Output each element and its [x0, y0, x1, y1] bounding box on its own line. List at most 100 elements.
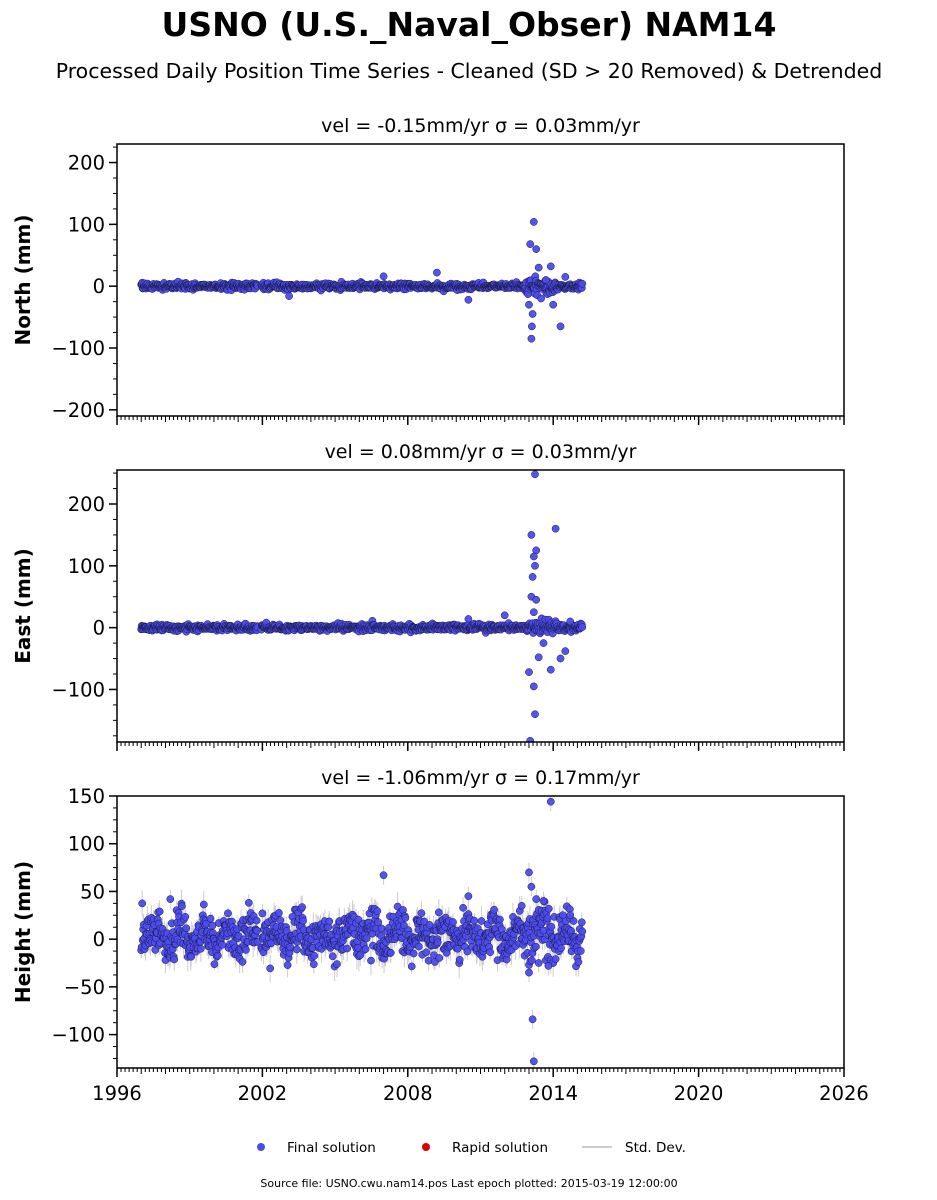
data-point	[464, 892, 473, 901]
data-point	[400, 921, 408, 930]
y-tick-label: 0	[93, 928, 105, 951]
data-point	[285, 292, 293, 300]
data-point	[557, 944, 565, 953]
data-point	[525, 968, 533, 977]
y-tick-label: 200	[68, 152, 105, 175]
data-point	[574, 958, 583, 966]
data-point	[577, 918, 586, 927]
data-point	[528, 310, 537, 318]
data-point	[539, 639, 548, 647]
y-tick-label: 50	[80, 880, 105, 903]
y-tick-label: 100	[68, 213, 105, 236]
data-point	[525, 668, 533, 676]
data-point	[286, 943, 294, 951]
legend-final-label: Final solution	[287, 1140, 376, 1156]
data-point	[543, 914, 552, 923]
data-point	[528, 322, 536, 331]
data-point	[496, 915, 504, 924]
data-point	[252, 916, 261, 925]
height-y-ticks	[109, 795, 117, 1059]
legend-final-marker	[257, 1143, 265, 1151]
east-y-axis-label: East (mm)	[11, 548, 35, 664]
data-point	[578, 623, 587, 631]
east-plot-area	[137, 470, 587, 742]
east-velocity-annotation: vel = 0.08mm/yr σ = 0.03mm/yr	[325, 441, 637, 463]
data-point	[578, 927, 587, 936]
north-y-axis-label: North (mm)	[11, 214, 35, 345]
data-point	[500, 611, 509, 620]
north-plot-area	[137, 218, 587, 343]
data-point	[561, 647, 570, 655]
data-point	[361, 945, 370, 953]
data-point	[275, 909, 283, 917]
data-point	[525, 868, 533, 877]
data-point	[415, 942, 423, 951]
data-point	[453, 944, 462, 953]
height-velocity-annotation: vel = -1.06mm/yr σ = 0.17mm/yr	[321, 767, 640, 789]
data-point	[238, 958, 247, 966]
data-point	[178, 902, 186, 911]
north-points	[137, 218, 587, 343]
east-stddev-bars	[140, 470, 583, 742]
data-point	[546, 665, 555, 674]
data-point	[199, 900, 208, 909]
data-point	[310, 951, 319, 960]
data-point	[539, 897, 548, 905]
data-point	[531, 942, 540, 951]
legend-rapid-marker	[422, 1143, 430, 1151]
data-point	[210, 960, 219, 969]
y-tick-label: 100	[68, 833, 105, 856]
data-point	[561, 273, 570, 281]
data-point	[527, 531, 536, 539]
height-x-ticks	[116, 1068, 845, 1077]
data-point	[534, 653, 543, 662]
data-point	[542, 276, 550, 284]
data-point	[181, 912, 190, 921]
data-point	[407, 962, 416, 971]
data-point	[138, 899, 147, 908]
legend: Final solution Rapid solution Std. Dev.	[257, 1140, 686, 1156]
data-point	[422, 948, 431, 957]
data-point	[527, 882, 536, 891]
east-axes-frame	[116, 469, 845, 743]
data-point	[213, 951, 222, 960]
x-tick-label: 2008	[383, 1082, 433, 1105]
north-panel: vel = -0.15mm/yr σ = 0.03mm/yr −200 −100 0 1…	[11, 115, 845, 425]
data-point	[546, 797, 555, 806]
x-tick-label: 2020	[674, 1082, 724, 1105]
data-point	[455, 955, 464, 964]
north-x-ticks	[116, 416, 845, 425]
data-point	[417, 909, 426, 918]
data-point	[224, 909, 232, 918]
data-point	[549, 300, 558, 309]
data-point	[463, 947, 472, 956]
data-point	[328, 952, 337, 961]
x-tick-label: 2002	[238, 1082, 288, 1105]
data-point	[556, 322, 565, 331]
data-point	[528, 1015, 537, 1024]
data-point	[556, 654, 565, 663]
north-y-ticks	[109, 146, 117, 411]
y-tick-label: −100	[51, 337, 105, 360]
north-velocity-annotation: vel = -0.15mm/yr σ = 0.03mm/yr	[321, 115, 640, 137]
data-point	[333, 960, 341, 968]
data-point	[292, 945, 301, 954]
data-point	[529, 608, 538, 617]
data-point	[529, 1057, 538, 1066]
y-tick-label: −100	[51, 1024, 105, 1047]
data-point	[206, 914, 215, 923]
data-point	[551, 955, 560, 963]
data-point	[578, 279, 587, 288]
data-point	[155, 907, 164, 916]
data-point	[544, 962, 553, 970]
y-tick-label: −50	[64, 976, 105, 999]
data-point	[343, 944, 352, 953]
data-point	[532, 595, 541, 604]
data-point	[166, 895, 175, 903]
data-point	[325, 917, 334, 926]
data-point	[566, 911, 575, 920]
east-x-ticks	[116, 742, 845, 751]
data-point	[367, 956, 375, 965]
data-point	[298, 903, 306, 911]
